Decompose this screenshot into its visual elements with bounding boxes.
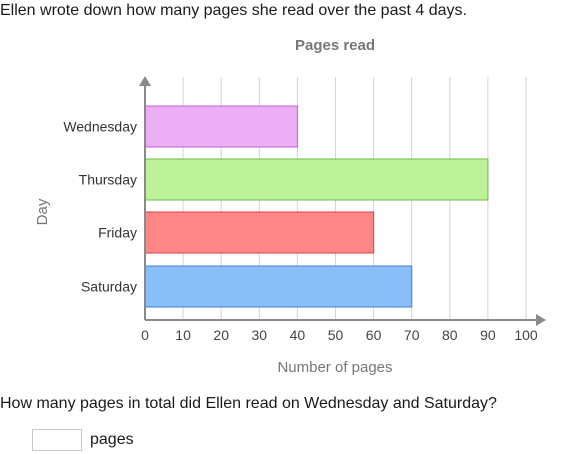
question-prompt: Ellen wrote down how many pages she read… [0, 2, 467, 19]
x-tick-label: 40 [290, 327, 306, 343]
bar-thursday [144, 158, 489, 201]
bar-friday [144, 211, 375, 254]
bars [144, 105, 489, 308]
answer-row: pages [32, 429, 134, 451]
question-text: How many pages in total did Ellen read o… [0, 395, 497, 412]
x-tick-label: 80 [442, 327, 458, 343]
y-axis-label: Day [34, 198, 51, 225]
x-tick-label: 90 [480, 327, 496, 343]
answer-input[interactable] [32, 429, 82, 451]
category-label-thursday: Thursday [79, 172, 137, 188]
chart-title: Pages read [295, 37, 375, 54]
x-tick-label: 10 [175, 327, 191, 343]
x-tick-label: 70 [404, 327, 420, 343]
x-tick-label: 0 [141, 327, 149, 343]
category-label-friday: Friday [98, 225, 137, 241]
bar-wednesday [144, 105, 298, 148]
category-label-saturday: Saturday [81, 279, 137, 295]
axes [139, 76, 546, 326]
y-axis-arrow-icon [139, 76, 151, 86]
x-tick-label: 100 [514, 327, 538, 343]
x-tick-labels: 0 10 20 30 40 50 60 70 80 90 100 [141, 327, 538, 343]
x-axis-label: Number of pages [277, 359, 392, 376]
y-category-labels: Wednesday Thursday Friday Saturday [63, 119, 137, 295]
x-tick-label: 30 [252, 327, 268, 343]
x-axis-arrow-icon [536, 314, 546, 326]
answer-unit-label: pages [90, 431, 134, 448]
bar-chart: Pages read 0 10 20 30 40 50 60 70 80 90 100 Wednes… [34, 37, 546, 376]
bar-saturday [144, 265, 413, 308]
category-label-wednesday: Wednesday [63, 119, 137, 135]
x-tick-label: 20 [213, 327, 229, 343]
x-tick-label: 60 [366, 327, 382, 343]
x-tick-label: 50 [328, 327, 344, 343]
